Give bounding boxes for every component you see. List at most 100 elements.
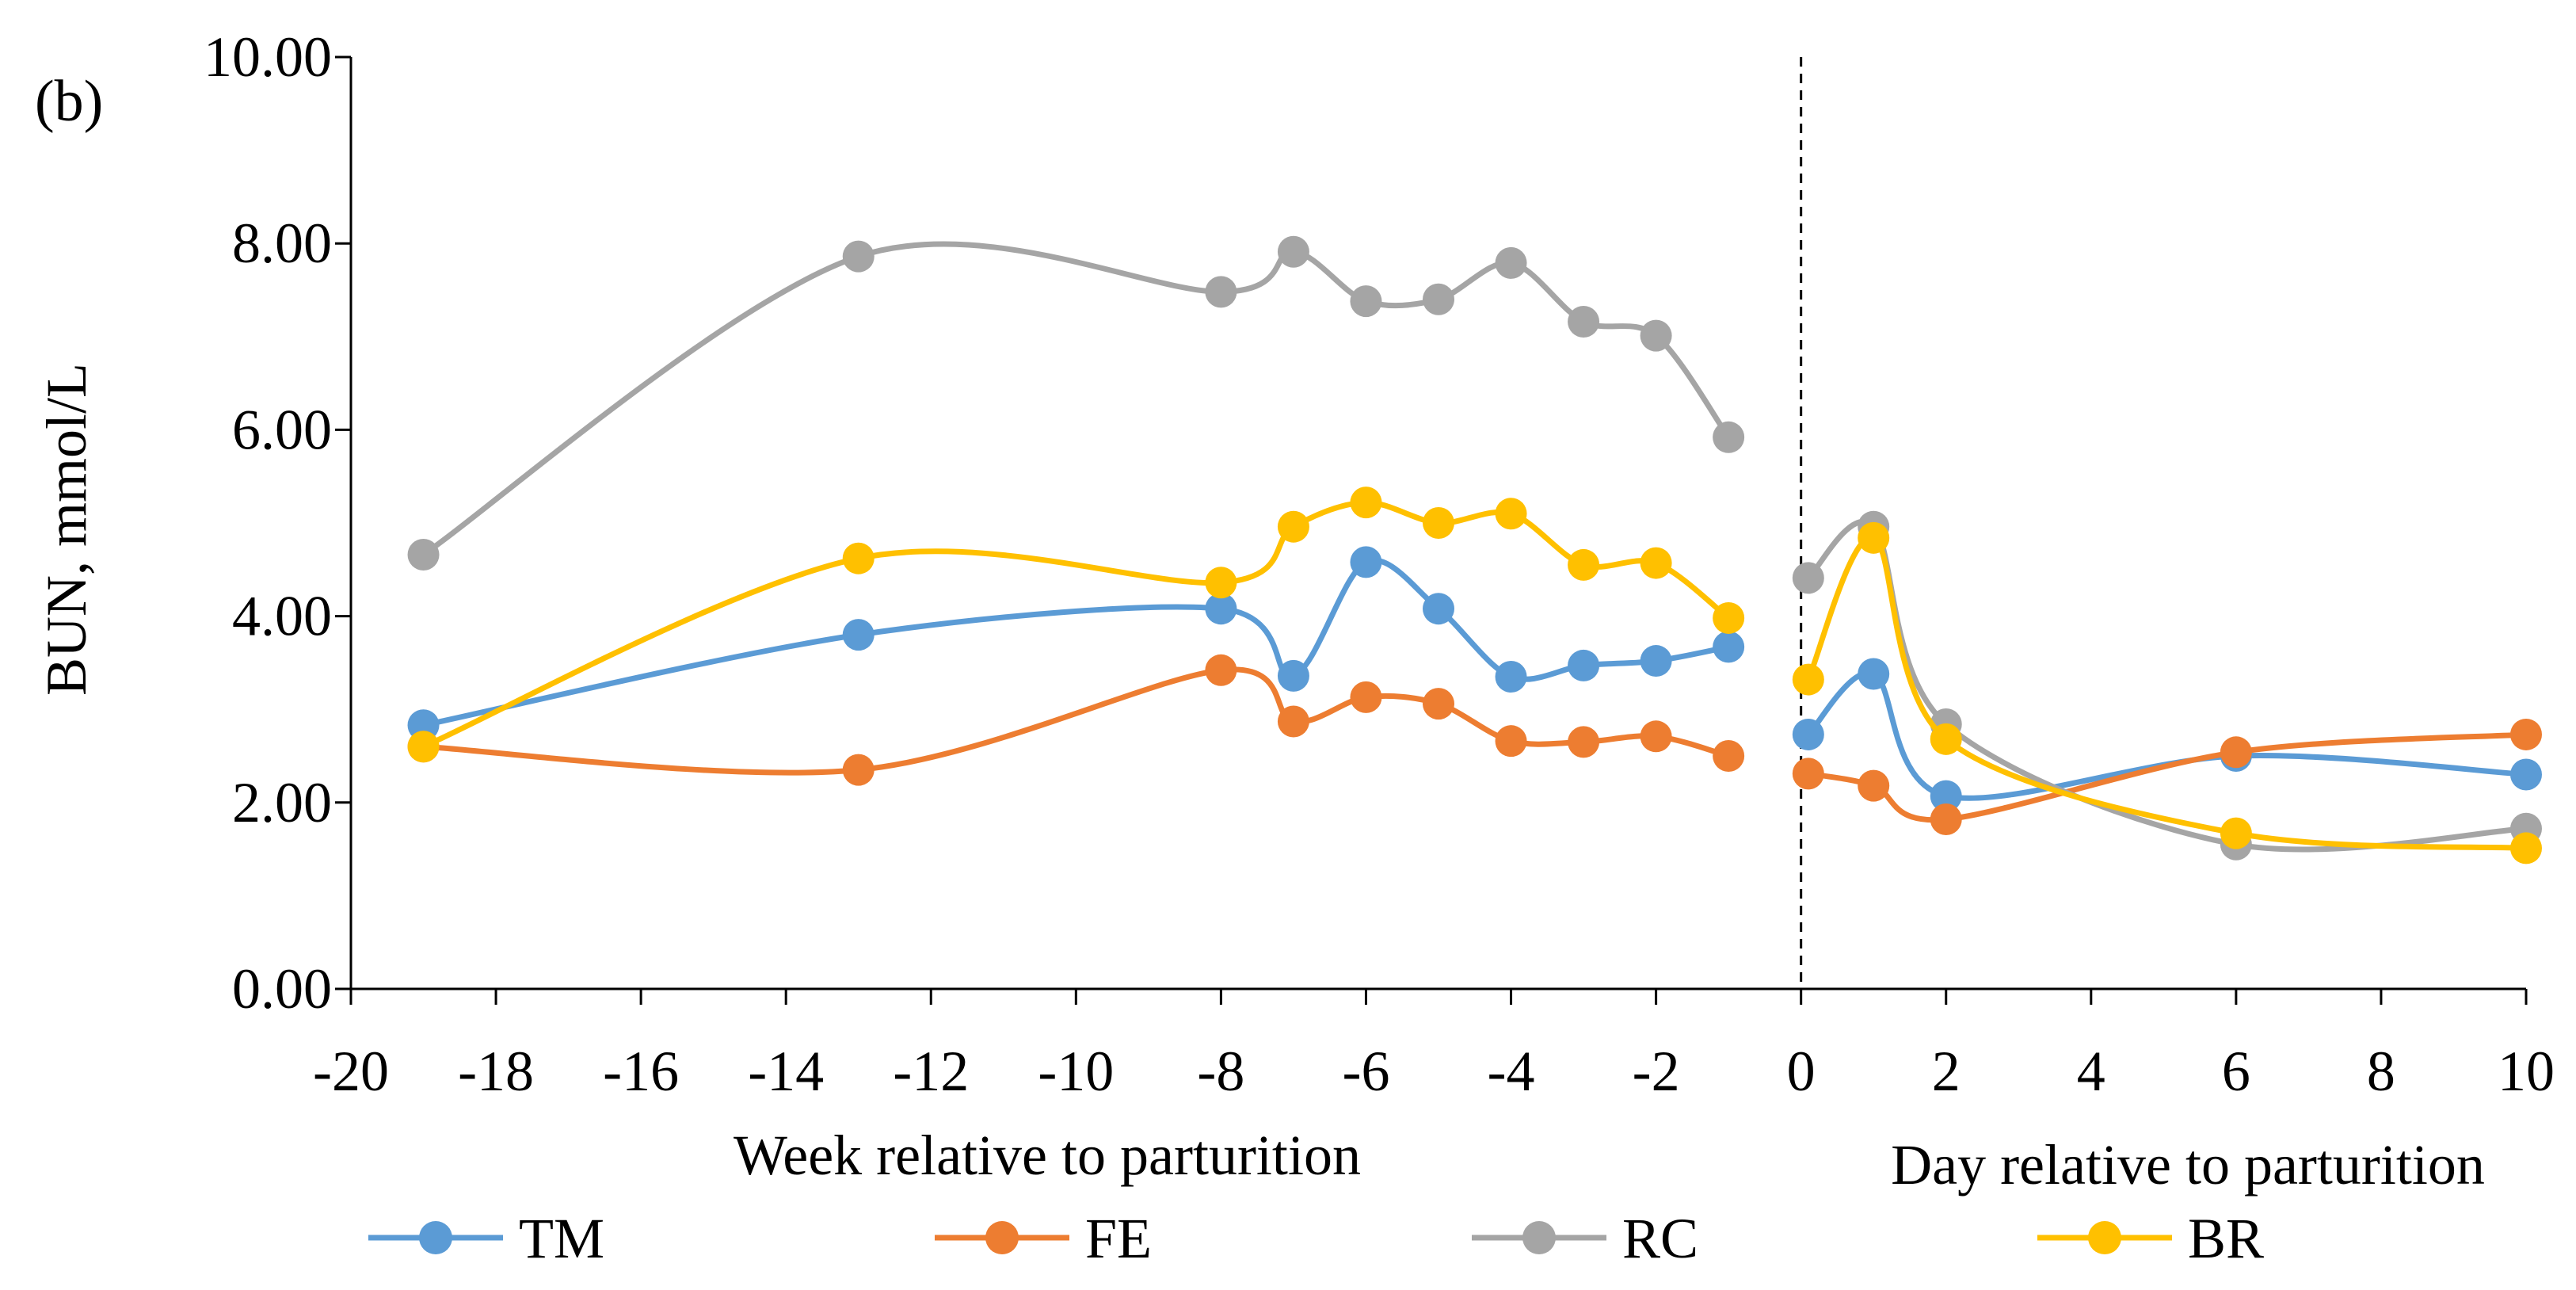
data-point-br xyxy=(2510,832,2542,864)
data-point-br xyxy=(1858,521,1890,554)
data-point-rc xyxy=(1277,235,1309,268)
data-point-tm xyxy=(1792,718,1824,750)
data-point-tm xyxy=(1423,593,1454,625)
data-point-fe xyxy=(1792,758,1824,790)
data-point-br xyxy=(1713,601,1745,634)
x-axis-title-weeks: Week relative to parturition xyxy=(734,1124,1361,1187)
data-point-br xyxy=(842,542,875,574)
data-point-br xyxy=(2220,817,2252,849)
series-br xyxy=(407,487,2542,864)
y-tick-label: 6.00 xyxy=(232,398,332,461)
x-tick-label: 10 xyxy=(2498,1040,2555,1103)
series-rc xyxy=(407,235,2542,861)
data-point-fe xyxy=(1713,740,1745,772)
y-tick-label: 4.00 xyxy=(232,585,332,648)
data-point-br xyxy=(1792,663,1824,696)
data-point-fe xyxy=(1205,654,1237,686)
data-point-fe xyxy=(2220,736,2252,769)
data-point-tm xyxy=(1350,546,1382,578)
x-tick-label: 8 xyxy=(2367,1040,2395,1103)
legend-label: BR xyxy=(2188,1207,2264,1270)
series-line-rc-prepartum xyxy=(421,241,1732,558)
x-tick-label: -4 xyxy=(1488,1040,1535,1103)
data-point-tm xyxy=(1277,659,1309,692)
legend-item-fe: FE xyxy=(935,1207,1152,1270)
data-point-fe xyxy=(1640,720,1672,753)
data-point-br xyxy=(407,731,440,763)
x-tick-label: -20 xyxy=(313,1040,389,1103)
data-point-br xyxy=(1568,548,1600,581)
x-tick-label: -12 xyxy=(893,1040,969,1103)
legend-swatch-marker xyxy=(419,1221,452,1254)
data-point-tm xyxy=(1205,593,1237,625)
data-point-tm xyxy=(842,619,875,651)
legend-label: RC xyxy=(1622,1207,1698,1270)
data-point-rc xyxy=(1423,283,1454,315)
x-tick-label: 0 xyxy=(1787,1040,1816,1103)
x-tick-label: 4 xyxy=(2077,1040,2105,1103)
data-point-tm xyxy=(2510,758,2542,791)
data-point-fe xyxy=(1350,681,1382,713)
x-tick-label: -2 xyxy=(1633,1040,1680,1103)
data-point-fe xyxy=(1423,688,1454,720)
y-tick-label: 10.00 xyxy=(204,25,332,89)
y-tick-label: 2.00 xyxy=(232,771,332,834)
data-point-br xyxy=(1350,487,1382,519)
legend-swatch-marker xyxy=(1522,1221,1556,1254)
data-point-tm xyxy=(1495,661,1527,693)
x-tick-label: -8 xyxy=(1197,1040,1244,1103)
data-point-br xyxy=(1277,510,1309,543)
x-tick-label: -14 xyxy=(748,1040,824,1103)
legend-item-tm: TM xyxy=(368,1207,604,1270)
y-tick-label: 0.00 xyxy=(232,957,332,1021)
data-point-fe xyxy=(842,754,875,786)
x-axis-title-days: Day relative to parturition xyxy=(1891,1133,2485,1196)
data-point-fe xyxy=(1858,769,1890,802)
data-point-rc xyxy=(1205,276,1237,308)
data-point-rc xyxy=(1495,246,1527,279)
legend-label: TM xyxy=(519,1207,604,1270)
legend-swatch-marker xyxy=(985,1221,1019,1254)
legend-label: FE xyxy=(1085,1207,1152,1270)
series-line-br-postpartum xyxy=(1805,535,2529,851)
data-point-fe xyxy=(2510,718,2542,750)
data-point-br xyxy=(1930,723,1962,755)
x-tick-label: -6 xyxy=(1342,1040,1389,1103)
data-point-rc xyxy=(1792,562,1824,594)
series-tm xyxy=(407,546,2542,812)
data-point-fe xyxy=(1930,803,1962,835)
data-point-fe xyxy=(1495,725,1527,758)
data-point-tm xyxy=(1568,649,1600,681)
series-fe xyxy=(407,654,2542,835)
data-point-rc xyxy=(1350,285,1382,318)
data-point-rc xyxy=(407,538,440,571)
series-line-tm-prepartum xyxy=(421,557,1732,728)
x-tick-label: -10 xyxy=(1038,1040,1114,1103)
data-point-tm xyxy=(1713,631,1745,663)
legend-item-br: BR xyxy=(2037,1207,2264,1270)
data-point-br xyxy=(1205,567,1237,599)
x-tick-label: 2 xyxy=(1932,1040,1961,1103)
data-point-tm xyxy=(1640,645,1672,677)
series-line-br-prepartum xyxy=(421,499,1732,750)
series-line-rc-postpartum xyxy=(1805,519,2529,853)
panel-label: (b) xyxy=(35,69,103,134)
data-point-rc xyxy=(1713,421,1745,453)
data-point-br xyxy=(1423,507,1454,539)
y-axis-title: BUN, mmol/L xyxy=(35,363,98,696)
data-point-rc xyxy=(1640,319,1672,352)
x-tick-label: -16 xyxy=(603,1040,679,1103)
data-point-fe xyxy=(1277,705,1309,738)
data-point-tm xyxy=(1858,658,1890,690)
data-point-rc xyxy=(842,240,875,273)
legend-item-rc: RC xyxy=(1472,1207,1698,1270)
legend-swatch-marker xyxy=(2088,1221,2121,1254)
data-point-tm xyxy=(1930,780,1962,812)
y-tick-label: 8.00 xyxy=(232,212,332,275)
series-layer xyxy=(407,235,2542,864)
x-tick-label: -18 xyxy=(458,1040,534,1103)
data-point-fe xyxy=(1568,726,1600,758)
data-point-br xyxy=(1495,498,1527,530)
